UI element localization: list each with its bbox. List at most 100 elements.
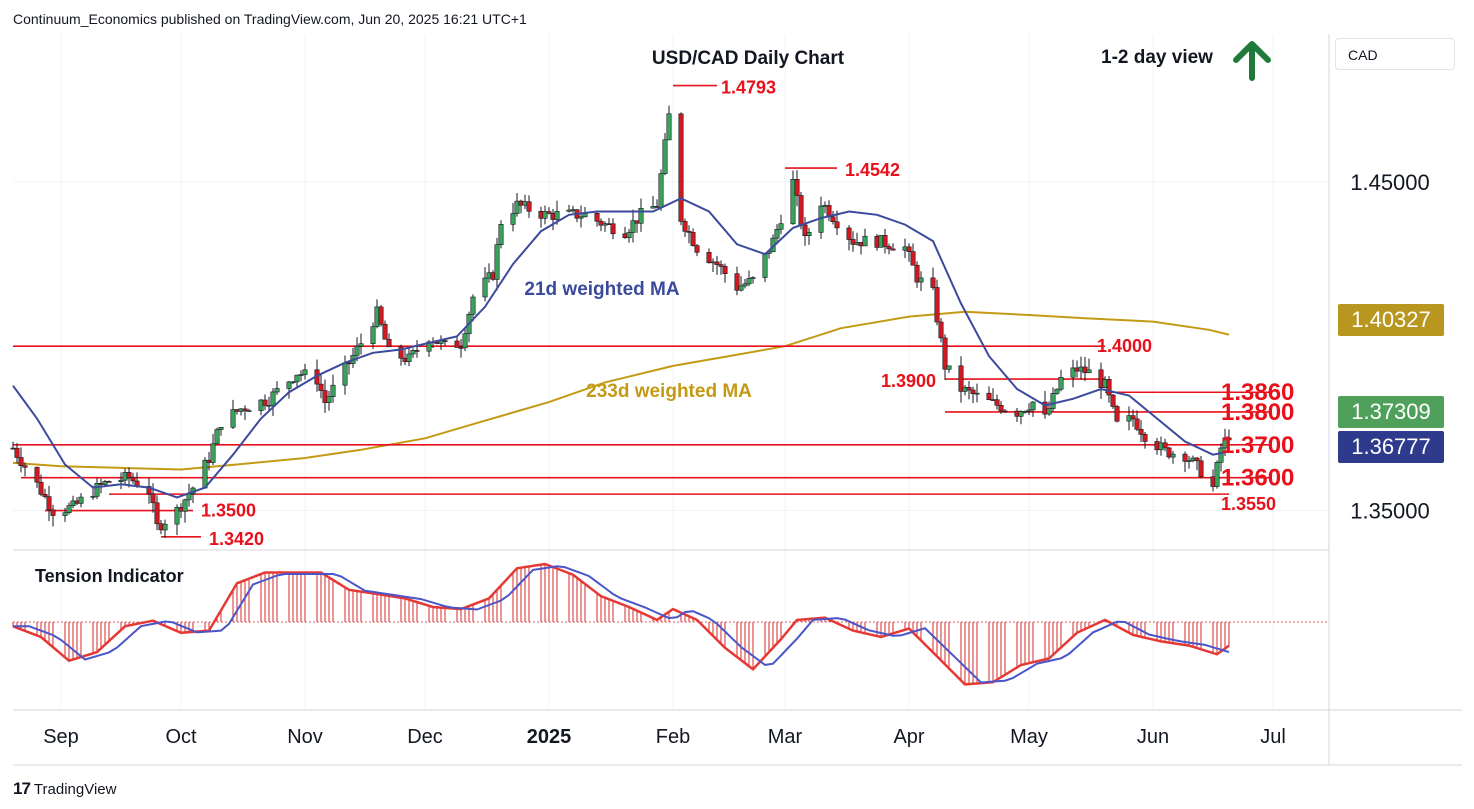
candle-body: [454, 340, 460, 348]
y-tick-label: 1.35000: [1350, 499, 1430, 524]
candle-body: [22, 465, 28, 468]
candle-body: [118, 479, 124, 483]
candle-body: [66, 505, 72, 514]
candle-body: [514, 200, 520, 214]
x-tick-label: Jun: [1137, 726, 1169, 748]
candle-body: [90, 496, 96, 498]
level-label: 1.4793: [721, 78, 776, 98]
candle-body: [918, 277, 924, 283]
candle-body: [830, 216, 836, 223]
candle-body: [790, 179, 796, 225]
level-label: 1.3860: [1221, 379, 1294, 406]
candle-body: [1198, 460, 1204, 478]
x-tick-label: Apr: [893, 726, 924, 748]
candle-body: [598, 220, 604, 226]
candle-body: [230, 409, 236, 428]
candle-body: [1138, 428, 1144, 435]
candle-body: [806, 232, 812, 237]
candle-body: [906, 246, 912, 252]
candle-body: [106, 481, 112, 483]
candle-body: [498, 224, 504, 246]
x-tick-label: 2025: [527, 726, 572, 748]
candle-body: [378, 306, 384, 325]
candle-body: [130, 477, 136, 482]
candle-body: [930, 277, 936, 288]
candle-body: [862, 235, 868, 247]
candle-body: [850, 239, 856, 245]
candle-body: [750, 277, 756, 279]
candle-body: [94, 482, 100, 497]
candle-body: [382, 323, 388, 340]
candle-body: [1194, 457, 1200, 462]
candle-body: [658, 173, 664, 208]
candle-body: [958, 365, 964, 392]
candle-body: [494, 244, 500, 280]
candle-body: [886, 246, 892, 250]
chart-title: USD/CAD Daily Chart: [652, 48, 845, 69]
candle-body: [1018, 411, 1024, 417]
candle-body: [274, 388, 280, 393]
candle-body: [370, 326, 376, 345]
candle-body: [174, 507, 180, 525]
candle-body: [426, 341, 432, 352]
candle-body: [34, 467, 40, 483]
candle-body: [1110, 394, 1116, 407]
candle-body: [270, 391, 276, 406]
candle-body: [386, 338, 392, 348]
level-label: 1.3500: [201, 501, 256, 521]
candle-body: [630, 220, 636, 233]
candle-body: [746, 278, 752, 285]
candle-body: [934, 287, 940, 323]
y-tick-label: 1.45000: [1350, 170, 1430, 195]
x-tick-label: Mar: [768, 726, 803, 748]
candle-body: [626, 232, 632, 238]
candle-body: [734, 273, 740, 291]
candle-body: [146, 486, 152, 495]
candle-body: [718, 264, 724, 267]
candle-body: [398, 346, 404, 359]
candle-body: [202, 459, 208, 489]
candle-body: [318, 383, 324, 391]
tradingview-brand: TradingView: [33, 780, 117, 798]
candle-body: [1002, 410, 1008, 413]
candle-body: [242, 408, 248, 412]
candle-body: [946, 365, 952, 370]
candle-body: [1086, 369, 1092, 374]
candle-body: [154, 502, 160, 525]
candle-body: [78, 496, 84, 504]
candle-body: [1166, 447, 1172, 458]
symbol-box[interactable]: CAD: [1335, 38, 1455, 70]
up-arrow-icon: [1233, 41, 1271, 81]
candle-body: [1026, 409, 1032, 412]
candle-body: [1134, 418, 1140, 430]
candle-body: [578, 216, 584, 219]
candle-body: [682, 221, 688, 232]
candle-body: [218, 426, 224, 430]
candle-body: [994, 399, 1000, 406]
candle-body: [1070, 367, 1076, 378]
candle-body: [286, 381, 292, 389]
candle-body: [690, 232, 696, 246]
candle-body: [326, 396, 332, 403]
candle-body: [694, 245, 700, 253]
candle-body: [330, 384, 336, 398]
candle-body: [246, 410, 252, 412]
level-label: 1.3420: [209, 529, 264, 549]
candle-body: [738, 285, 744, 291]
tradingview-logo[interactable]: 17 TradingView: [13, 779, 116, 799]
candle-body: [14, 447, 20, 458]
candle-body: [1042, 401, 1048, 415]
candle-body: [186, 493, 192, 501]
level-label: 1.3800: [1221, 399, 1294, 426]
candle-body: [38, 481, 44, 495]
level-label: 1.4542: [845, 160, 900, 180]
candle-body: [150, 493, 156, 504]
x-tick-label: Jul: [1260, 726, 1286, 748]
candle-body: [890, 248, 896, 251]
candle-body: [462, 333, 468, 349]
candle-body: [302, 369, 308, 375]
level-label: 1.3700: [1221, 432, 1294, 459]
x-tick-label: Sep: [43, 726, 79, 748]
candle-body: [938, 321, 944, 339]
candle-body: [1162, 442, 1168, 449]
